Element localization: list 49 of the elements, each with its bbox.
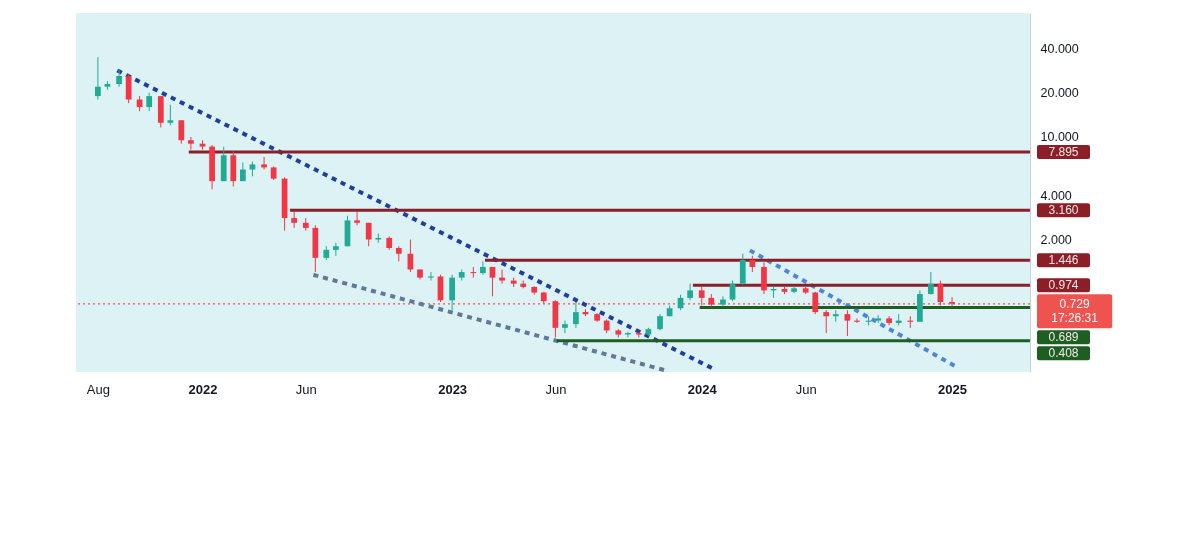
x-tick-label: 2025	[938, 381, 967, 397]
candlestick	[261, 156, 267, 171]
x-tick-label: Jun	[545, 381, 567, 397]
candlestick	[178, 119, 185, 145]
y-tick-label: 20.000	[1040, 86, 1079, 101]
candlestick	[167, 104, 174, 126]
x-tick-label: 2022	[188, 381, 218, 397]
candlestick	[573, 301, 579, 329]
data-label: 0.974	[1048, 278, 1079, 293]
x-tick-label: Jun	[295, 381, 317, 397]
candlestick	[428, 271, 434, 282]
data-label: 0.689	[1048, 330, 1079, 345]
candlestick	[354, 211, 360, 226]
ref-line-label: 0.729 17:26:31	[1051, 297, 1099, 326]
candlestick	[761, 261, 767, 295]
candlestick	[499, 268, 505, 285]
candlestick	[95, 56, 101, 101]
candlestick	[562, 320, 568, 334]
candlestick	[687, 283, 693, 301]
x-tick-label: Jun	[795, 381, 817, 397]
candlestick	[449, 274, 455, 311]
candlestick	[470, 266, 477, 279]
x-tick-label: Aug	[86, 381, 110, 397]
x-tick-label: 2023	[438, 381, 468, 397]
y-tick-label: 40.000	[1040, 42, 1079, 57]
candlestick	[188, 136, 194, 151]
candlestick	[844, 309, 851, 337]
candlestick	[720, 295, 726, 307]
candlestick	[927, 271, 934, 296]
candlestick	[625, 331, 631, 338]
candlestick	[489, 266, 496, 297]
candlestick	[949, 296, 955, 307]
data-label: 7.895	[1048, 145, 1079, 160]
data-label: 0.408	[1048, 346, 1079, 361]
data-label: 1.446	[1048, 253, 1079, 268]
y-tick-label: 4.000	[1040, 188, 1072, 203]
y-tick-label: 2.000	[1040, 233, 1072, 248]
candlestick	[812, 291, 819, 315]
candlestick	[739, 253, 746, 286]
x-tick-label: 2024	[687, 381, 718, 397]
candlestick	[333, 242, 339, 257]
candlestick	[146, 92, 153, 112]
candlestick	[698, 286, 705, 306]
candlestick	[480, 260, 486, 276]
data-label: 3.160	[1048, 203, 1079, 218]
candlestick	[823, 309, 830, 334]
y-tick-label: 10.000	[1040, 130, 1079, 145]
candlestick	[116, 68, 122, 88]
candlestick	[125, 73, 132, 104]
